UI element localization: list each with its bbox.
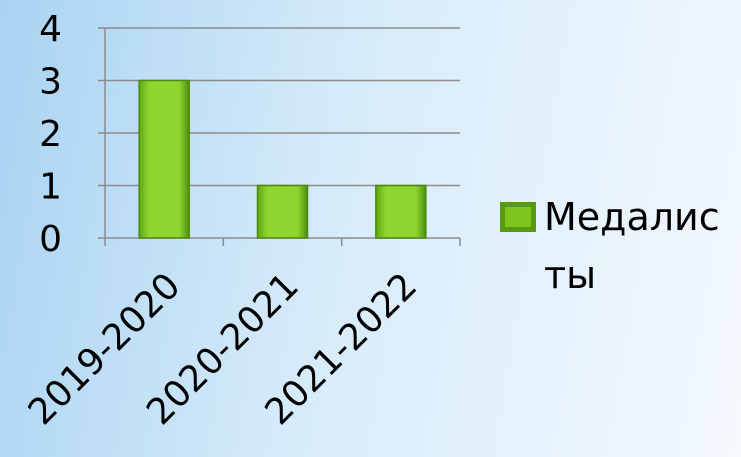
y-tick-label: 3 [39, 62, 62, 103]
legend-label: Медалисты [544, 195, 720, 297]
bar [375, 184, 427, 239]
y-tick-label: 0 [39, 219, 62, 260]
y-tick-label: 2 [39, 114, 62, 155]
bar [256, 184, 309, 239]
y-tick-label: 4 [39, 9, 62, 50]
y-tick-label: 1 [39, 167, 62, 208]
bar [138, 79, 190, 239]
legend-swatch [500, 202, 536, 232]
legend: Медалисты [500, 188, 724, 304]
